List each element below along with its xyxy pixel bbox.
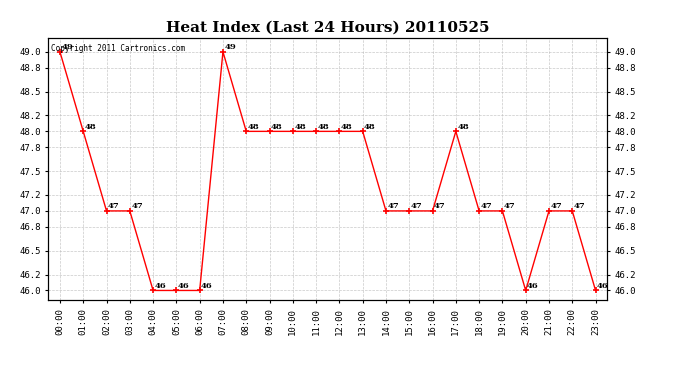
- Text: 47: 47: [434, 202, 446, 210]
- Text: 47: 47: [108, 202, 119, 210]
- Text: Copyright 2011 Cartronics.com: Copyright 2011 Cartronics.com: [51, 44, 185, 53]
- Text: 48: 48: [341, 123, 353, 130]
- Text: 47: 47: [551, 202, 562, 210]
- Text: 48: 48: [248, 123, 259, 130]
- Text: 48: 48: [294, 123, 306, 130]
- Text: 48: 48: [457, 123, 469, 130]
- Text: 47: 47: [411, 202, 422, 210]
- Title: Heat Index (Last 24 Hours) 20110525: Heat Index (Last 24 Hours) 20110525: [166, 21, 489, 35]
- Text: 47: 47: [131, 202, 143, 210]
- Text: 46: 46: [527, 282, 539, 290]
- Text: 46: 46: [178, 282, 190, 290]
- Text: 46: 46: [155, 282, 166, 290]
- Text: 47: 47: [387, 202, 399, 210]
- Text: 48: 48: [271, 123, 283, 130]
- Text: 49: 49: [224, 43, 236, 51]
- Text: 47: 47: [480, 202, 492, 210]
- Text: 48: 48: [85, 123, 97, 130]
- Text: 46: 46: [201, 282, 213, 290]
- Text: 47: 47: [504, 202, 515, 210]
- Text: 47: 47: [573, 202, 585, 210]
- Text: 46: 46: [597, 282, 609, 290]
- Text: 48: 48: [364, 123, 376, 130]
- Text: 49: 49: [61, 43, 73, 51]
- Text: 48: 48: [317, 123, 329, 130]
